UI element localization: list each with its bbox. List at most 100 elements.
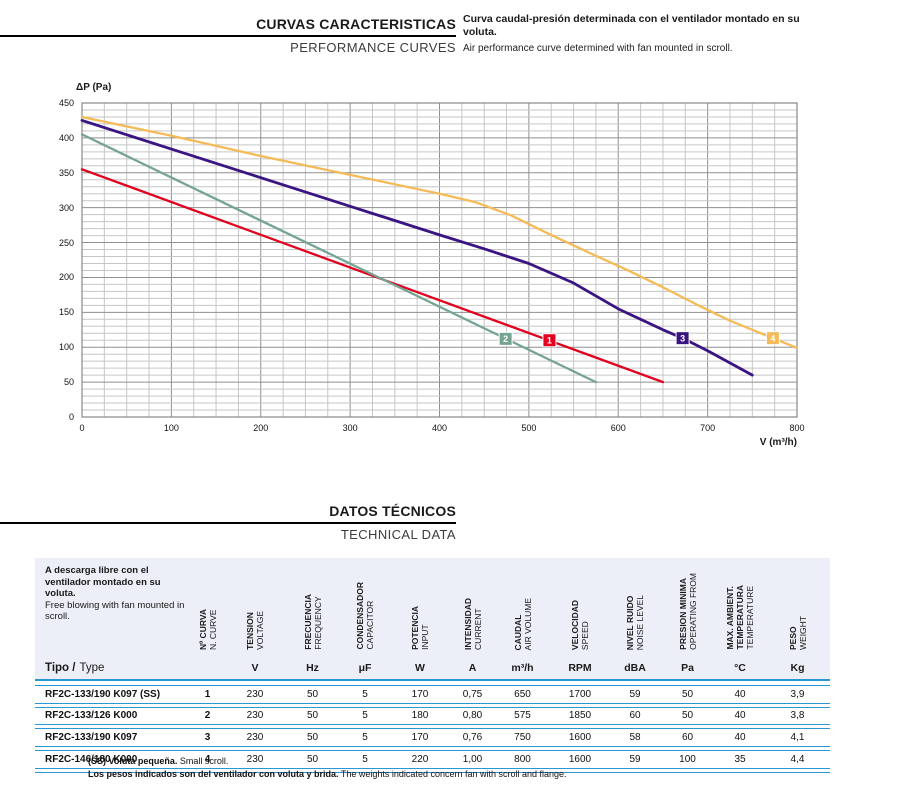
cell-r2-c7: 1850 bbox=[568, 710, 592, 722]
col-label-es: PRESION MINIMA bbox=[677, 578, 688, 650]
curve-1 bbox=[80, 168, 665, 384]
curve-number: 3 bbox=[204, 732, 211, 744]
footer-notes: (SS) Voluta pequeña. Small scroll. Los p… bbox=[88, 755, 567, 781]
cell-r4-c9: 100 bbox=[679, 753, 696, 765]
cell-r3-c5: 0,76 bbox=[462, 732, 483, 744]
datos-title-es: DATOS TÉCNICOS bbox=[329, 503, 456, 519]
col-label-en: NOISE LEVEL bbox=[635, 594, 645, 650]
y-tick-label: 400 bbox=[58, 132, 74, 143]
curves-title-es: CURVAS CARACTERISTICAS bbox=[256, 16, 456, 32]
col-label-es: TEMPERATURA bbox=[735, 585, 745, 650]
col-label-en: CAPACITOR bbox=[365, 601, 375, 650]
curve-marker-3 bbox=[675, 331, 690, 346]
col-label-en: VOLTAGE bbox=[255, 611, 265, 650]
x-tick-label: 400 bbox=[431, 423, 448, 433]
cell-r3-c1: 230 bbox=[246, 732, 264, 744]
cell-r2-c9: 50 bbox=[681, 710, 694, 722]
column-header-text: TENSION VOLTAGE bbox=[245, 611, 265, 650]
column-header-text: INTENSIDAD CURRENT bbox=[463, 598, 483, 650]
cell-r4-c4: 220 bbox=[411, 753, 429, 765]
row-separator bbox=[35, 702, 830, 708]
footer-note-1: (SS) Voluta pequeña. Small scroll. bbox=[88, 756, 229, 766]
table-description-es: A descarga libre con el ventilador monta… bbox=[45, 565, 161, 599]
cell-r1-c10: 40 bbox=[734, 688, 746, 700]
curve-marker-label: 2 bbox=[503, 334, 508, 344]
table-header-separator bbox=[35, 679, 830, 686]
col-label-en: TEMPERATURE bbox=[745, 586, 755, 650]
column-header-text: NIVEL RUIDO NOISE LEVEL bbox=[625, 595, 645, 650]
col-label-es: CONDENSADOR bbox=[355, 582, 365, 650]
column-header-4: CONDENSADOR CAPACITOR bbox=[340, 558, 390, 652]
row-separator bbox=[35, 767, 830, 773]
cell-r4-c10: 35 bbox=[734, 753, 746, 765]
column-header-3: FRECUENCIA FREQUENCY bbox=[285, 558, 340, 652]
column-header-text: PRESION MINIMA OPERATING FROM bbox=[678, 573, 698, 650]
header-rule-2 bbox=[0, 522, 456, 524]
column-header-12: PESO WEIGHT bbox=[765, 558, 830, 652]
cell-r3-c9: 60 bbox=[681, 732, 694, 744]
cell-r3-c2: 50 bbox=[306, 732, 319, 744]
cell-r1-c1: 230 bbox=[246, 688, 264, 700]
table-description-en: Free blowing with fan mounted in scroll. bbox=[45, 599, 185, 623]
col-label-en: OPERATING FROM bbox=[687, 573, 698, 650]
row-label-header: Tipo / Type bbox=[45, 662, 105, 674]
y-tick-label: 350 bbox=[58, 167, 74, 178]
cell-r4-c11: 4,4 bbox=[790, 753, 805, 765]
y-tick-label: 250 bbox=[58, 237, 74, 248]
x-tick-label: 800 bbox=[789, 423, 805, 433]
column-header-1: Nº CURVA N. CURVE bbox=[190, 558, 225, 652]
col-label-en: INPUT bbox=[420, 624, 430, 651]
x-tick-label: 600 bbox=[610, 423, 626, 433]
col-label-en: AIR VOLUME bbox=[522, 597, 533, 650]
header-rule bbox=[0, 35, 456, 37]
model-type: RF2C-133/126 K000 bbox=[45, 710, 138, 722]
curves-note-es: Curva caudal-presión determinada con el … bbox=[463, 13, 800, 38]
table-row-4: RF2C-146/180 K000 4 230 50 5 220 1,00 800 1600 59… bbox=[35, 751, 830, 768]
col-label-en: FREQUENCY bbox=[312, 596, 323, 650]
curve-number: 2 bbox=[204, 710, 211, 722]
curve-marker-label: 3 bbox=[680, 334, 685, 344]
performance-chart: ΔP (Pa) 1 2 3 4 V (m³/h) 0 50 100 150 200 250 300… bbox=[30, 82, 842, 473]
performance-curves-header: CURVAS CARACTERISTICAS PERFORMANCE CURVE… bbox=[0, 16, 456, 55]
datos-title-en: TECHNICAL DATA bbox=[340, 527, 456, 542]
x-tick-label: 0 bbox=[79, 423, 85, 433]
plot-border bbox=[81, 102, 798, 418]
column-header-2: TENSION VOLTAGE bbox=[225, 558, 285, 652]
col-label-en: WEIGHT bbox=[797, 616, 808, 650]
table-row-1: RF2C-133/190 K097 (SS) 1 230 50 5 170 0,75 650 1… bbox=[35, 686, 830, 703]
curves-note-en: Air performance curve determined with fa… bbox=[463, 43, 733, 54]
column-header-text: MAX. AMBIENT. TEMPERATURA TEMPERATURE bbox=[725, 585, 755, 650]
col-label-es: VELOCIDAD bbox=[570, 599, 580, 650]
cell-r4-c3: 5 bbox=[362, 753, 368, 765]
table-row-3: RF2C-133/190 K097 3 230 50 5 170 0,76 750 1600 58… bbox=[35, 729, 830, 746]
footer-note-2: Los pesos indicados son del ventilador c… bbox=[88, 769, 567, 779]
y-tick-label: 300 bbox=[58, 202, 74, 213]
column-header-text: CAUDAL AIR VOLUME bbox=[513, 598, 533, 650]
column-header-text: VELOCIDAD SPEED bbox=[570, 600, 590, 650]
unit-8: RPM bbox=[568, 662, 592, 674]
cell-r3-c8: 58 bbox=[629, 732, 641, 744]
y-tick-label: 100 bbox=[58, 342, 74, 353]
x-tick-label: 500 bbox=[521, 423, 537, 433]
column-header-text: FRECUENCIA FREQUENCY bbox=[303, 594, 323, 650]
column-header-text: PESO WEIGHT bbox=[788, 616, 808, 650]
cell-r3-c4: 170 bbox=[411, 732, 429, 744]
technical-data-table: A descarga libre con el ventilador monta… bbox=[35, 558, 830, 773]
cell-r1-c2: 50 bbox=[306, 688, 319, 700]
cell-r2-c2: 50 bbox=[306, 710, 319, 722]
curve-number: 4 bbox=[204, 753, 211, 765]
unit-4: μF bbox=[358, 662, 372, 674]
cell-r2-c4: 180 bbox=[411, 710, 429, 722]
technical-data-header: DATOS TÉCNICOS TECHNICAL DATA bbox=[0, 503, 456, 542]
cell-r3-c7: 1600 bbox=[568, 732, 592, 744]
col-label-en: N. CURVE bbox=[207, 609, 218, 650]
cell-r3-c10: 40 bbox=[734, 732, 746, 744]
model-type: RF2C-146/180 K000 bbox=[45, 753, 138, 765]
cell-r2-c3: 5 bbox=[362, 710, 368, 722]
row-separator bbox=[35, 724, 830, 730]
column-header-7: CAUDAL AIR VOLUME bbox=[495, 558, 550, 652]
column-header-10: PRESION MINIMA OPERATING FROM bbox=[660, 558, 715, 652]
cell-r1-c7: 1700 bbox=[568, 688, 592, 700]
